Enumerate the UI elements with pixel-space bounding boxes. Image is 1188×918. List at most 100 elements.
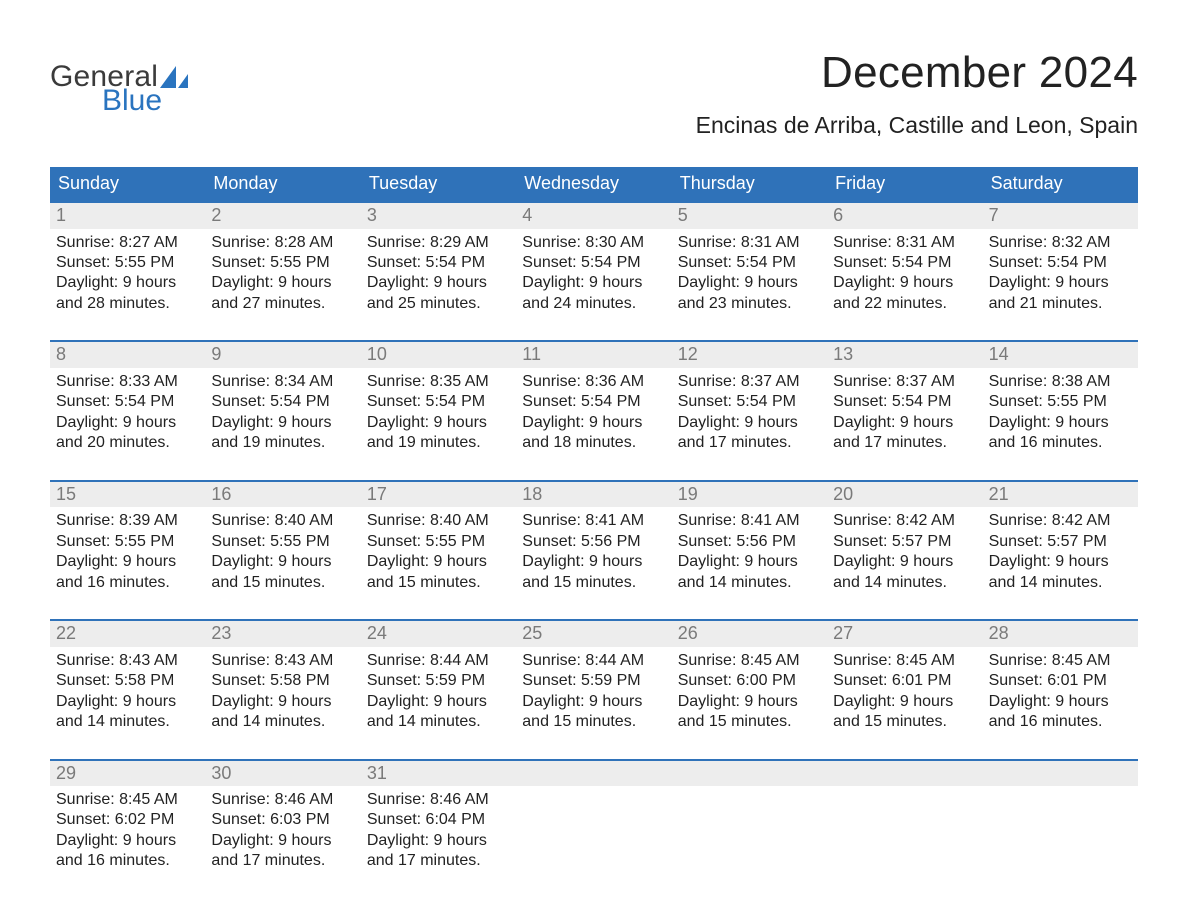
logo-word-bottom: Blue <box>50 86 188 116</box>
daylight-and-label: and <box>833 574 864 591</box>
calendar-day-cell: 12Sunrise: 8:37 AMSunset: 5:54 PMDayligh… <box>672 342 827 457</box>
calendar-day-cell <box>983 761 1138 876</box>
day-details: Sunrise: 8:43 AMSunset: 5:58 PMDaylight:… <box>50 647 205 737</box>
day-number: 26 <box>672 621 827 647</box>
sunset-label: Sunset: <box>367 811 426 828</box>
sunrise-label: Sunrise: <box>211 373 274 390</box>
sunset-label: Sunset: <box>989 533 1048 550</box>
daylight-line-1: Daylight: 9 hours <box>833 692 976 712</box>
day-number <box>983 761 1138 787</box>
daylight-and-label: and <box>367 852 398 869</box>
daylight-line-2: and 15 minutes. <box>367 573 510 593</box>
daylight-and-label: and <box>989 295 1020 312</box>
sunrise-label: Sunrise: <box>522 234 585 251</box>
daylight-and-label: and <box>367 713 398 730</box>
sunset-value: 5:59 PM <box>426 672 486 689</box>
sunset-line: Sunset: 5:54 PM <box>522 253 665 273</box>
daylight-line-1: Daylight: 9 hours <box>211 552 354 572</box>
daylight-minutes-value: 15 <box>864 713 882 730</box>
sunset-value: 5:54 PM <box>581 254 641 271</box>
daylight-line-1: Daylight: 9 hours <box>989 413 1132 433</box>
day-number: 15 <box>50 482 205 508</box>
daylight-label: Daylight: <box>678 274 745 291</box>
daylight-minutes-label: minutes. <box>882 713 947 730</box>
day-details: Sunrise: 8:37 AMSunset: 5:54 PMDaylight:… <box>827 368 982 458</box>
daylight-label: Daylight: <box>367 553 434 570</box>
sunrise-value: 8:31 AM <box>741 234 800 251</box>
daylight-line-1: Daylight: 9 hours <box>367 692 510 712</box>
calendar-day-cell: 6Sunrise: 8:31 AMSunset: 5:54 PMDaylight… <box>827 203 982 318</box>
daylight-hours: 9 hours <box>744 414 797 431</box>
daylight-hours: 9 hours <box>1055 693 1108 710</box>
sunrise-value: 8:46 AM <box>275 791 334 808</box>
sunrise-line: Sunrise: 8:30 AM <box>522 233 665 253</box>
daylight-hours: 9 hours <box>278 553 331 570</box>
daylight-hours: 9 hours <box>589 693 642 710</box>
day-of-week-header: Sunday <box>50 167 205 201</box>
day-number: 31 <box>361 761 516 787</box>
daylight-minutes-label: minutes. <box>727 434 792 451</box>
sunrise-line: Sunrise: 8:43 AM <box>56 651 199 671</box>
daylight-line-2: and 17 minutes. <box>367 851 510 871</box>
calendar-day-cell: 13Sunrise: 8:37 AMSunset: 5:54 PMDayligh… <box>827 342 982 457</box>
sunrise-label: Sunrise: <box>367 512 430 529</box>
day-details: Sunrise: 8:31 AMSunset: 5:54 PMDaylight:… <box>827 229 982 319</box>
sunrise-line: Sunrise: 8:40 AM <box>367 511 510 531</box>
sunrise-label: Sunrise: <box>367 652 430 669</box>
daylight-line-1: Daylight: 9 hours <box>367 413 510 433</box>
sunset-label: Sunset: <box>678 533 737 550</box>
daylight-label: Daylight: <box>367 414 434 431</box>
daylight-hours: 9 hours <box>123 274 176 291</box>
sunrise-value: 8:42 AM <box>896 512 955 529</box>
sunrise-value: 8:27 AM <box>119 234 178 251</box>
day-number: 23 <box>205 621 360 647</box>
day-number: 7 <box>983 203 1138 229</box>
daylight-hours: 9 hours <box>1055 274 1108 291</box>
daylight-minutes-label: minutes. <box>416 434 481 451</box>
sunset-value: 5:54 PM <box>892 393 952 410</box>
day-number: 24 <box>361 621 516 647</box>
sunset-value: 5:55 PM <box>1047 393 1107 410</box>
day-number: 18 <box>516 482 671 508</box>
daylight-minutes-label: minutes. <box>882 434 947 451</box>
daylight-minutes-value: 17 <box>243 852 261 869</box>
calendar-day-cell: 7Sunrise: 8:32 AMSunset: 5:54 PMDaylight… <box>983 203 1138 318</box>
daylight-line-1: Daylight: 9 hours <box>367 831 510 851</box>
daylight-and-label: and <box>367 574 398 591</box>
daylight-line-2: and 17 minutes. <box>833 433 976 453</box>
daylight-hours: 9 hours <box>1055 553 1108 570</box>
daylight-line-2: and 16 minutes. <box>56 851 199 871</box>
daylight-label: Daylight: <box>678 414 745 431</box>
sunset-value: 6:01 PM <box>1047 672 1107 689</box>
sunset-line: Sunset: 5:54 PM <box>367 253 510 273</box>
sunrise-line: Sunrise: 8:28 AM <box>211 233 354 253</box>
daylight-label: Daylight: <box>522 414 589 431</box>
daylight-label: Daylight: <box>989 693 1056 710</box>
day-number: 20 <box>827 482 982 508</box>
daylight-and-label: and <box>989 434 1020 451</box>
calendar-day-cell: 14Sunrise: 8:38 AMSunset: 5:55 PMDayligh… <box>983 342 1138 457</box>
day-of-week-header: Monday <box>205 167 360 201</box>
daylight-line-2: and 19 minutes. <box>367 433 510 453</box>
day-details <box>516 786 671 794</box>
sunset-value: 5:55 PM <box>426 533 486 550</box>
daylight-line-2: and 17 minutes. <box>678 433 821 453</box>
sunset-label: Sunset: <box>522 672 581 689</box>
daylight-minutes-value: 14 <box>1020 574 1038 591</box>
daylight-minutes-label: minutes. <box>105 434 170 451</box>
day-number: 28 <box>983 621 1138 647</box>
daylight-and-label: and <box>522 574 553 591</box>
sunset-label: Sunset: <box>211 393 270 410</box>
daylight-minutes-value: 27 <box>243 295 261 312</box>
sunrise-line: Sunrise: 8:27 AM <box>56 233 199 253</box>
sunrise-line: Sunrise: 8:45 AM <box>989 651 1132 671</box>
day-number: 27 <box>827 621 982 647</box>
daylight-label: Daylight: <box>678 553 745 570</box>
sunset-label: Sunset: <box>211 811 270 828</box>
sunset-line: Sunset: 5:54 PM <box>522 392 665 412</box>
daylight-and-label: and <box>678 713 709 730</box>
week-spacer <box>50 597 1138 619</box>
daylight-label: Daylight: <box>211 832 278 849</box>
daylight-hours: 9 hours <box>900 553 953 570</box>
calendar-day-cell: 9Sunrise: 8:34 AMSunset: 5:54 PMDaylight… <box>205 342 360 457</box>
